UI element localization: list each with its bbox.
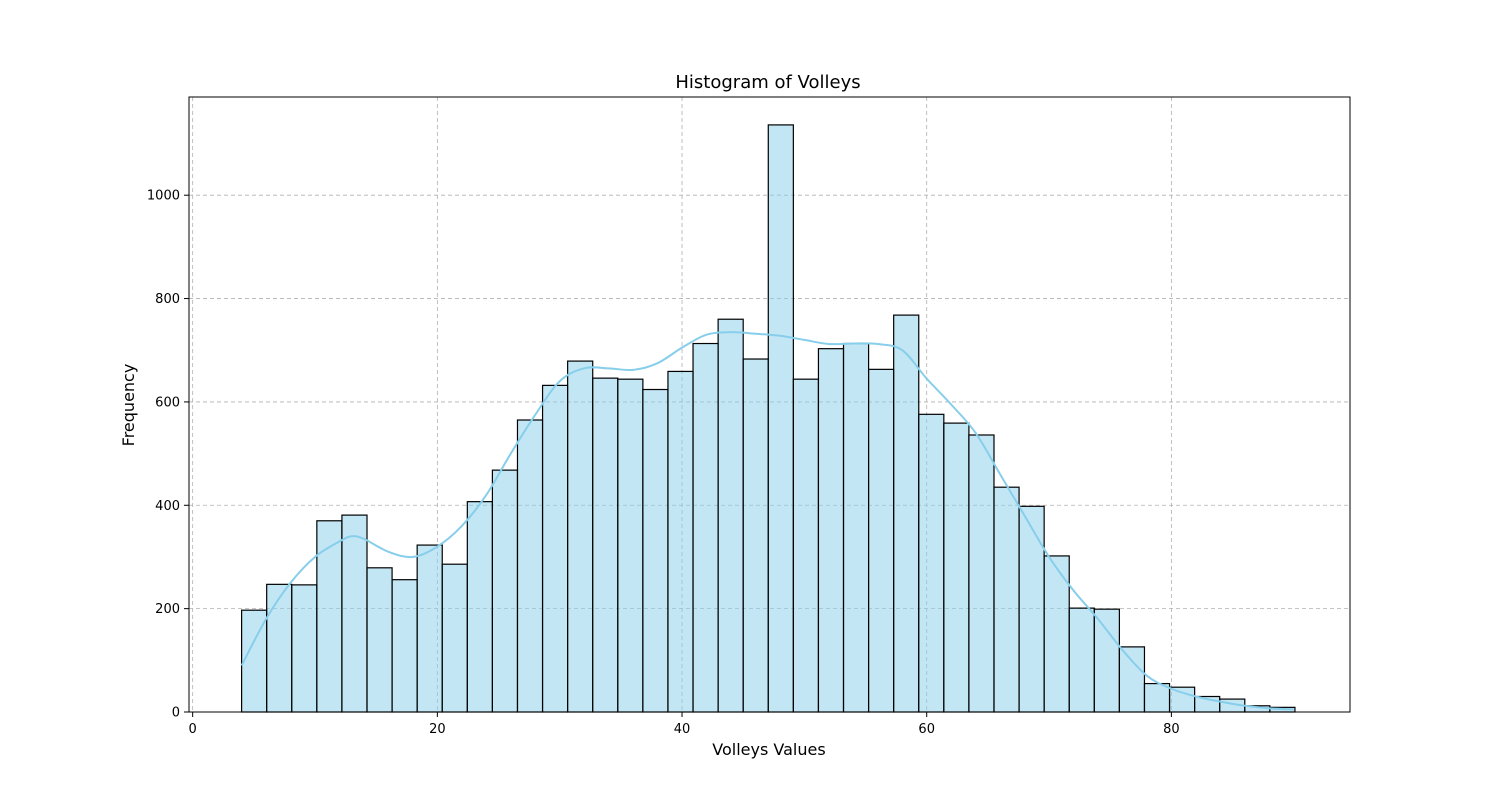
- histogram-bar: [792, 378, 820, 713]
- histogram-bar: [391, 579, 418, 713]
- histogram-bar: [742, 358, 769, 713]
- histogram-bar: [1018, 505, 1045, 713]
- histogram-bar: [692, 342, 719, 713]
- histogram-bar: [893, 314, 920, 713]
- histogram-bar: [541, 384, 569, 713]
- x-tick-label: 80: [1163, 722, 1180, 737]
- histogram-bar: [567, 360, 594, 713]
- histogram-bar: [516, 419, 544, 713]
- histogram-bar: [1043, 555, 1070, 713]
- histogram-bar: [592, 377, 619, 713]
- histogram-bar: [867, 368, 895, 713]
- x-axis-ticks: 0 20 40 60 80: [189, 712, 1180, 737]
- histogram-bar: [1068, 607, 1095, 713]
- histogram-bar: [642, 388, 669, 713]
- x-tick-label: 40: [674, 722, 691, 737]
- y-tick-label: 600: [155, 395, 180, 410]
- histogram-bar: [341, 514, 368, 713]
- x-tick-label: 20: [429, 722, 446, 737]
- histogram-bar: [993, 486, 1020, 713]
- histogram-bar: [817, 348, 845, 713]
- histogram-bar: [1118, 646, 1146, 713]
- y-tick-label: 0: [172, 706, 180, 721]
- y-axis-label: Frequency: [119, 364, 138, 447]
- histogram-bar: [842, 342, 870, 713]
- histogram-bar: [1168, 686, 1196, 713]
- y-tick-label: 200: [155, 602, 180, 617]
- histogram-bar: [767, 124, 794, 713]
- histogram-bar: [943, 422, 970, 713]
- plot-frame: [188, 96, 1351, 713]
- x-tick-label: 60: [918, 722, 935, 737]
- y-tick-label: 800: [155, 292, 180, 307]
- histogram-bar: [366, 567, 393, 713]
- histogram-bar: [491, 469, 519, 713]
- histogram-bar: [316, 520, 343, 713]
- y-axis-ticks: 0 200 400 600 800 1000: [147, 189, 189, 721]
- histogram-bar: [441, 563, 468, 713]
- histogram-bar: [617, 378, 644, 713]
- histogram-bar: [918, 413, 945, 713]
- histogram-bar: [1093, 608, 1120, 713]
- histogram-bar: [266, 583, 293, 713]
- chart-title: Histogram of Volleys: [675, 72, 860, 93]
- y-tick-label: 1000: [147, 189, 180, 204]
- histogram-bar: [968, 434, 995, 713]
- histogram-bars: [241, 124, 1296, 713]
- histogram-bar: [466, 501, 494, 713]
- x-tick-label: 0: [189, 722, 197, 737]
- kde-line: [240, 331, 1294, 711]
- histogram-bar: [667, 370, 694, 713]
- histogram-bar: [291, 584, 318, 713]
- histogram-bar: [717, 318, 744, 713]
- x-axis-label: Volleys Values: [712, 740, 825, 759]
- histogram-bar: [1143, 682, 1171, 713]
- histogram-bar: [416, 544, 443, 713]
- y-tick-label: 400: [155, 499, 180, 514]
